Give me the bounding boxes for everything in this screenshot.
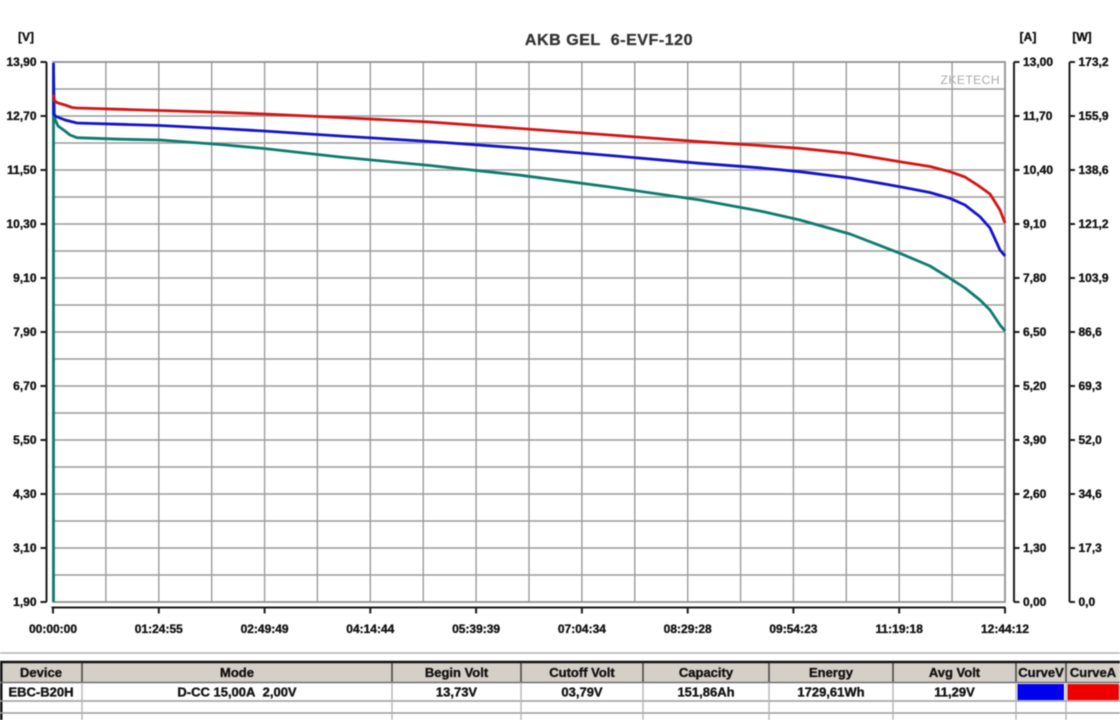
svg-text:11,29V: 11,29V [934, 685, 975, 700]
svg-text:6,70: 6,70 [13, 379, 37, 393]
svg-text:17,3: 17,3 [1079, 541, 1103, 555]
svg-text:7,80: 7,80 [1023, 271, 1047, 285]
svg-text:[V]: [V] [18, 30, 34, 44]
svg-text:0,0: 0,0 [1079, 595, 1096, 609]
svg-text:10,30: 10,30 [6, 217, 36, 231]
svg-text:03,79V: 03,79V [561, 685, 603, 700]
svg-text:10,40: 10,40 [1023, 163, 1053, 177]
svg-text:12,70: 12,70 [6, 109, 36, 123]
svg-text:34,6: 34,6 [1079, 487, 1103, 501]
svg-text:13,73V: 13,73V [436, 685, 478, 700]
svg-text:ZKETECH: ZKETECH [940, 73, 1000, 87]
svg-text:02:49:49: 02:49:49 [241, 622, 289, 636]
svg-text:69,3: 69,3 [1079, 379, 1103, 393]
svg-text:11:19:18: 11:19:18 [876, 622, 924, 636]
svg-text:04:14:44: 04:14:44 [346, 622, 394, 636]
svg-text:Avg Volt: Avg Volt [929, 665, 981, 680]
svg-text:9,10: 9,10 [13, 271, 37, 285]
svg-text:08:29:28: 08:29:28 [664, 622, 712, 636]
svg-text:151,86Ah: 151,86Ah [677, 685, 734, 700]
svg-text:Energy: Energy [809, 665, 854, 680]
svg-text:0,00: 0,00 [1023, 595, 1047, 609]
svg-text:7,90: 7,90 [13, 325, 37, 339]
svg-text:CurveV: CurveV [1018, 665, 1064, 680]
svg-text:12:44:12: 12:44:12 [981, 622, 1029, 636]
svg-text:13,90: 13,90 [6, 55, 36, 69]
svg-text:Cutoff Volt: Cutoff Volt [549, 665, 615, 680]
svg-text:Capacity: Capacity [679, 665, 734, 680]
svg-text:4,30: 4,30 [13, 487, 37, 501]
svg-text:13,00: 13,00 [1023, 55, 1053, 69]
svg-text:5,20: 5,20 [1023, 379, 1047, 393]
svg-text:52,0: 52,0 [1079, 433, 1103, 447]
svg-text:121,2: 121,2 [1079, 217, 1109, 231]
svg-text:[A]: [A] [1020, 30, 1037, 44]
svg-text:155,9: 155,9 [1079, 109, 1109, 123]
svg-text:Mode: Mode [220, 665, 254, 680]
svg-text:07:04:34: 07:04:34 [558, 622, 606, 636]
svg-text:173,2: 173,2 [1079, 55, 1109, 69]
svg-text:AKB GEL 6-EVF-120: AKB GEL 6-EVF-120 [525, 32, 693, 49]
svg-text:D-CC 15,00A 2,00V: D-CC 15,00A 2,00V [177, 685, 297, 700]
svg-text:11,50: 11,50 [7, 163, 37, 177]
svg-text:103,9: 103,9 [1079, 271, 1109, 285]
svg-text:09:54:23: 09:54:23 [769, 622, 817, 636]
svg-text:1,90: 1,90 [13, 595, 37, 609]
svg-text:5,50: 5,50 [13, 433, 37, 447]
svg-text:1,30: 1,30 [1023, 541, 1047, 555]
svg-text:86,6: 86,6 [1079, 325, 1103, 339]
svg-text:Device: Device [20, 665, 62, 680]
svg-text:1729,61Wh: 1729,61Wh [797, 685, 864, 700]
svg-text:[W]: [W] [1072, 30, 1091, 44]
svg-text:2,60: 2,60 [1023, 487, 1047, 501]
svg-text:Begin Volt: Begin Volt [425, 665, 489, 680]
svg-text:3,10: 3,10 [13, 541, 37, 555]
svg-text:01:24:55: 01:24:55 [135, 622, 183, 636]
svg-text:6,50: 6,50 [1023, 325, 1047, 339]
svg-text:CurveA: CurveA [1070, 665, 1117, 680]
svg-text:138,6: 138,6 [1079, 163, 1109, 177]
svg-text:00:00:00: 00:00:00 [29, 622, 77, 636]
svg-text:9,10: 9,10 [1023, 217, 1047, 231]
svg-text:05:39:39: 05:39:39 [452, 622, 500, 636]
svg-text:3,90: 3,90 [1023, 433, 1047, 447]
svg-text:EBC-B20H: EBC-B20H [8, 685, 73, 700]
svg-text:11,70: 11,70 [1023, 109, 1053, 123]
